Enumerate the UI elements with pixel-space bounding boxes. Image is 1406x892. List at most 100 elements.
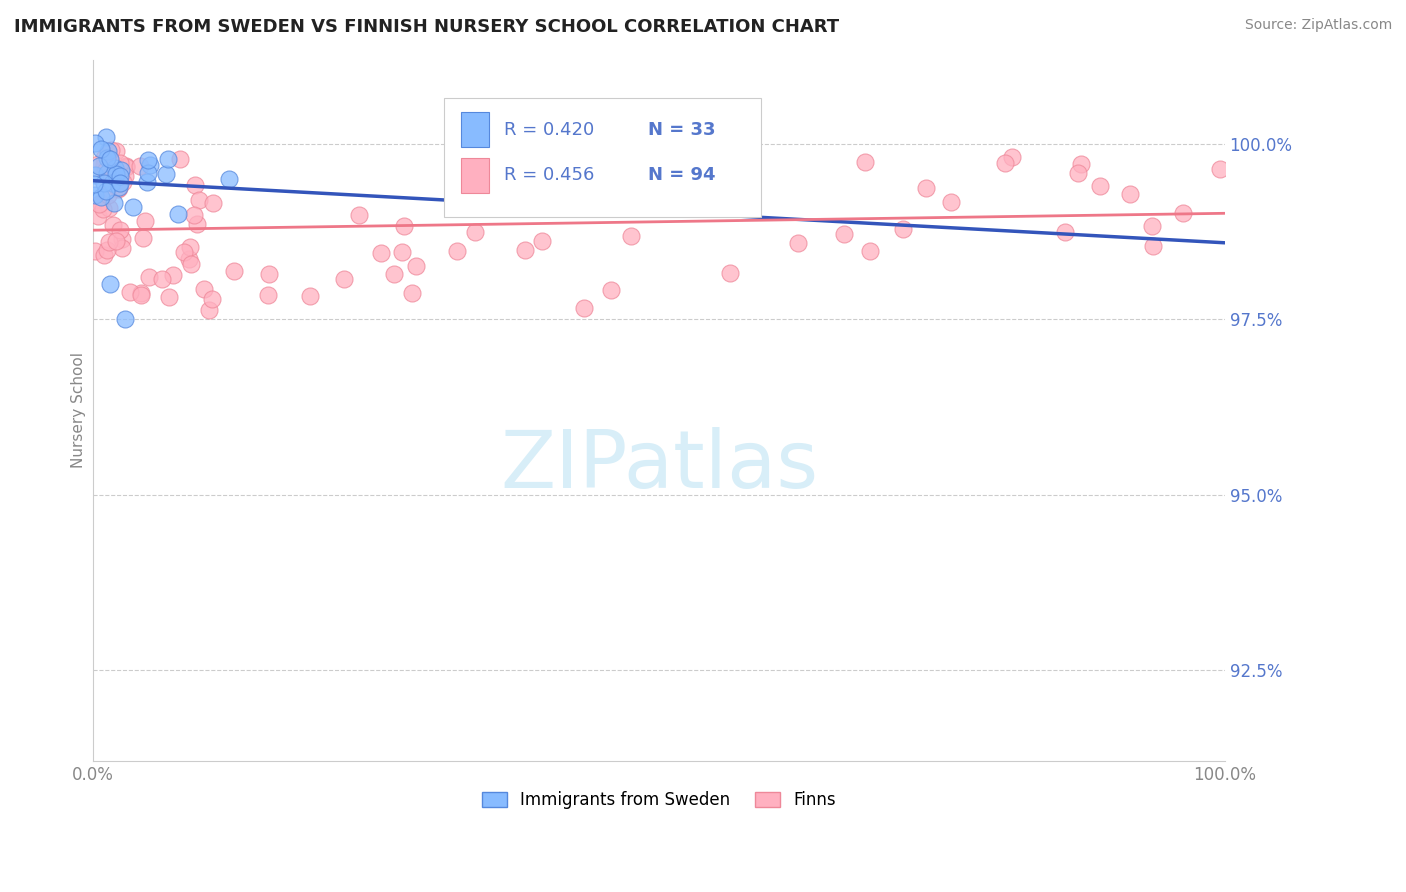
Point: [620, 229, 643, 244]
Point: [136, 166, 159, 180]
Text: ZIPatlas: ZIPatlas: [501, 427, 818, 506]
Point: [108, 176, 131, 190]
Point: [93, 151, 115, 165]
Point: [1209, 162, 1232, 177]
Point: [96, 243, 118, 257]
Point: [915, 181, 938, 195]
Point: [115, 160, 138, 174]
Point: [179, 240, 201, 254]
Point: [202, 196, 225, 211]
Point: [101, 176, 124, 190]
Point: [1070, 157, 1092, 171]
Point: [94, 130, 117, 145]
Point: [347, 208, 370, 222]
Point: [111, 232, 134, 246]
Point: [572, 301, 595, 315]
Point: [110, 162, 132, 177]
Point: [156, 152, 179, 166]
Point: [600, 283, 623, 297]
Point: [188, 194, 211, 208]
Text: IMMIGRANTS FROM SWEDEN VS FINNISH NURSERY SCHOOL CORRELATION CHART: IMMIGRANTS FROM SWEDEN VS FINNISH NURSER…: [14, 18, 839, 36]
Point: [114, 312, 136, 326]
Point: [84, 168, 107, 182]
Point: [464, 225, 486, 239]
Point: [83, 178, 105, 192]
Point: [401, 286, 423, 301]
Point: [177, 252, 200, 266]
Point: [183, 208, 205, 222]
Point: [186, 218, 208, 232]
Point: [1001, 150, 1024, 164]
Point: [1173, 206, 1195, 220]
Point: [97, 188, 120, 202]
Point: [169, 152, 191, 166]
Point: [155, 167, 177, 181]
Point: [84, 244, 107, 259]
Point: [121, 200, 143, 214]
Point: [136, 175, 159, 189]
Point: [382, 267, 405, 281]
Point: [1142, 238, 1164, 252]
Point: [446, 244, 468, 259]
Point: [1053, 225, 1076, 239]
Point: [87, 157, 110, 171]
Point: [93, 176, 115, 190]
Point: [1140, 219, 1163, 233]
Point: [333, 272, 356, 286]
Point: [679, 196, 702, 211]
Point: [138, 270, 160, 285]
Point: [184, 178, 207, 192]
Point: [89, 159, 111, 173]
Point: [96, 151, 118, 165]
Point: [834, 227, 856, 242]
Point: [103, 218, 125, 232]
Point: [93, 248, 115, 262]
Point: [90, 142, 112, 156]
Point: [108, 223, 131, 237]
Point: [891, 221, 914, 235]
Point: [513, 243, 536, 257]
Point: [97, 144, 120, 158]
Point: [193, 282, 215, 296]
Point: [657, 198, 679, 212]
Point: [108, 180, 131, 194]
Bar: [461, 112, 489, 147]
Point: [104, 167, 127, 181]
FancyBboxPatch shape: [444, 98, 761, 218]
Point: [150, 272, 173, 286]
Point: [129, 288, 152, 302]
Point: [157, 290, 180, 304]
Point: [111, 241, 134, 255]
Point: [994, 156, 1017, 170]
Point: [1119, 186, 1142, 201]
Point: [105, 144, 128, 158]
Point: [114, 169, 136, 183]
Point: [108, 169, 131, 183]
Point: [90, 195, 112, 210]
Point: [114, 159, 136, 173]
Point: [86, 209, 108, 223]
Point: [98, 277, 121, 291]
Point: [720, 266, 742, 280]
Text: R = 0.456: R = 0.456: [503, 166, 595, 185]
Point: [129, 286, 152, 301]
Y-axis label: Nursery School: Nursery School: [72, 352, 86, 468]
Point: [96, 166, 118, 180]
Point: [787, 236, 810, 251]
Point: [173, 244, 195, 259]
Point: [98, 167, 121, 181]
Text: N = 33: N = 33: [648, 120, 716, 139]
Point: [132, 231, 155, 245]
Text: R = 0.420: R = 0.420: [503, 120, 595, 139]
Point: [97, 201, 120, 215]
Point: [1088, 178, 1111, 193]
Text: Source: ZipAtlas.com: Source: ZipAtlas.com: [1244, 18, 1392, 32]
Point: [167, 207, 190, 221]
Point: [104, 161, 127, 175]
Point: [90, 189, 112, 203]
Point: [939, 194, 962, 209]
Point: [107, 182, 129, 196]
Point: [180, 257, 202, 271]
Legend: Immigrants from Sweden, Finns: Immigrants from Sweden, Finns: [475, 785, 842, 816]
Point: [105, 234, 128, 248]
